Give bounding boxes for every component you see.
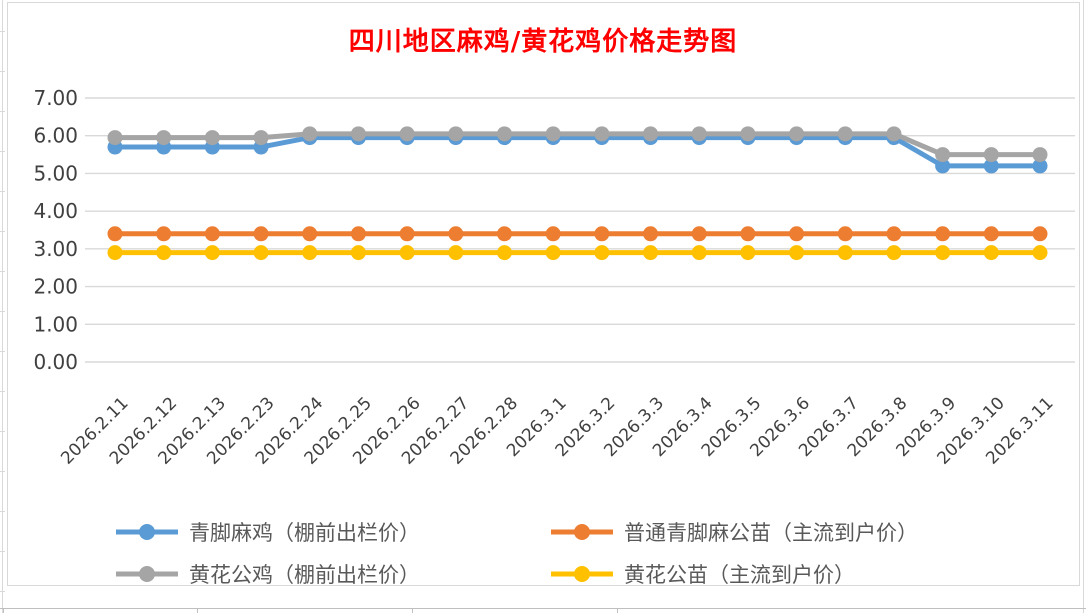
data-point [496,245,512,261]
legend-marker-icon [116,524,178,540]
data-point [350,226,366,242]
chart-title: 四川地区麻鸡/黄花鸡价格走势图 [348,27,738,57]
series-2 [107,126,1048,163]
data-point [837,126,853,142]
data-point [594,126,610,142]
data-point [983,245,999,261]
data-point [545,245,561,261]
data-point [886,226,902,242]
data-point [253,226,269,242]
legend-label: 青脚麻鸡（棚前出栏价） [189,521,420,545]
data-point [448,245,464,261]
data-point [156,226,172,242]
data-point [253,245,269,261]
legend-marker-icon [551,566,613,582]
legend-item-0[interactable]: 青脚麻鸡（棚前出栏价） [115,517,420,547]
legend-marker-icon [116,566,178,582]
legend-label: 普通青脚麻公苗（主流到户价） [624,521,918,545]
x-axis-labels: 2026.2.112026.2.122026.2.132026.2.232026… [57,393,1057,468]
series-1 [107,226,1048,242]
y-axis-label: 4.00 [33,199,78,223]
data-point [156,245,172,261]
y-axis-label: 1.00 [33,312,78,336]
data-point [789,226,805,242]
data-point [545,226,561,242]
data-point [156,130,172,146]
data-point [350,126,366,142]
data-point [935,158,951,174]
y-axis-label: 6.00 [33,124,78,148]
legend-item-2[interactable]: 黄花公鸡（棚前出栏价） [115,559,420,589]
data-point [691,126,707,142]
data-point [983,158,999,174]
data-point [935,245,951,261]
data-point [886,126,902,142]
data-point [496,126,512,142]
chart-border [7,2,1080,586]
data-point [204,226,220,242]
data-point [496,226,512,242]
data-point [107,226,123,242]
data-point [789,126,805,142]
data-point [643,126,659,142]
data-point [448,126,464,142]
data-point [399,126,415,142]
data-point [399,245,415,261]
data-point [789,245,805,261]
data-point [837,226,853,242]
y-axis-label: 5.00 [33,161,78,185]
data-point [643,226,659,242]
data-point [107,245,123,261]
data-point [448,226,464,242]
legend-label: 黄花公苗（主流到户价） [624,563,855,587]
data-point [740,126,756,142]
data-point [935,147,951,163]
data-point [302,126,318,142]
legend-item-3[interactable]: 黄花公苗（主流到户价） [550,559,855,589]
legend-item-1[interactable]: 普通青脚麻公苗（主流到户价） [550,517,918,547]
data-point [643,245,659,261]
data-point [886,245,902,261]
data-point [1032,158,1048,174]
data-point [740,226,756,242]
data-point [1032,245,1048,261]
data-point [740,245,756,261]
data-point [594,245,610,261]
data-point [594,226,610,242]
y-axis-label: 7.00 [33,86,78,110]
data-point [399,226,415,242]
data-point [691,245,707,261]
y-axis-label: 3.00 [33,237,78,261]
data-point [691,226,707,242]
data-point [350,245,366,261]
data-point [1032,226,1048,242]
series-3 [107,245,1048,261]
legend-marker-icon [551,524,613,540]
data-point [204,245,220,261]
data-point [1032,147,1048,163]
data-point [935,226,951,242]
data-point [107,130,123,146]
data-point [837,245,853,261]
data-point [253,130,269,146]
y-axis-labels: 0.00 1.00 2.00 3.00 4.00 5.00 6.00 7.00 [33,86,78,374]
data-point [302,226,318,242]
data-point [302,245,318,261]
data-point [983,147,999,163]
data-point [983,226,999,242]
y-axis-label: 2.00 [33,275,78,299]
legend-label: 黄花公鸡（棚前出栏价） [189,563,420,587]
series-line [115,135,1040,169]
y-axis-label: 0.00 [33,350,78,374]
data-point [204,130,220,146]
series-line [115,131,1040,158]
data-point [545,126,561,142]
